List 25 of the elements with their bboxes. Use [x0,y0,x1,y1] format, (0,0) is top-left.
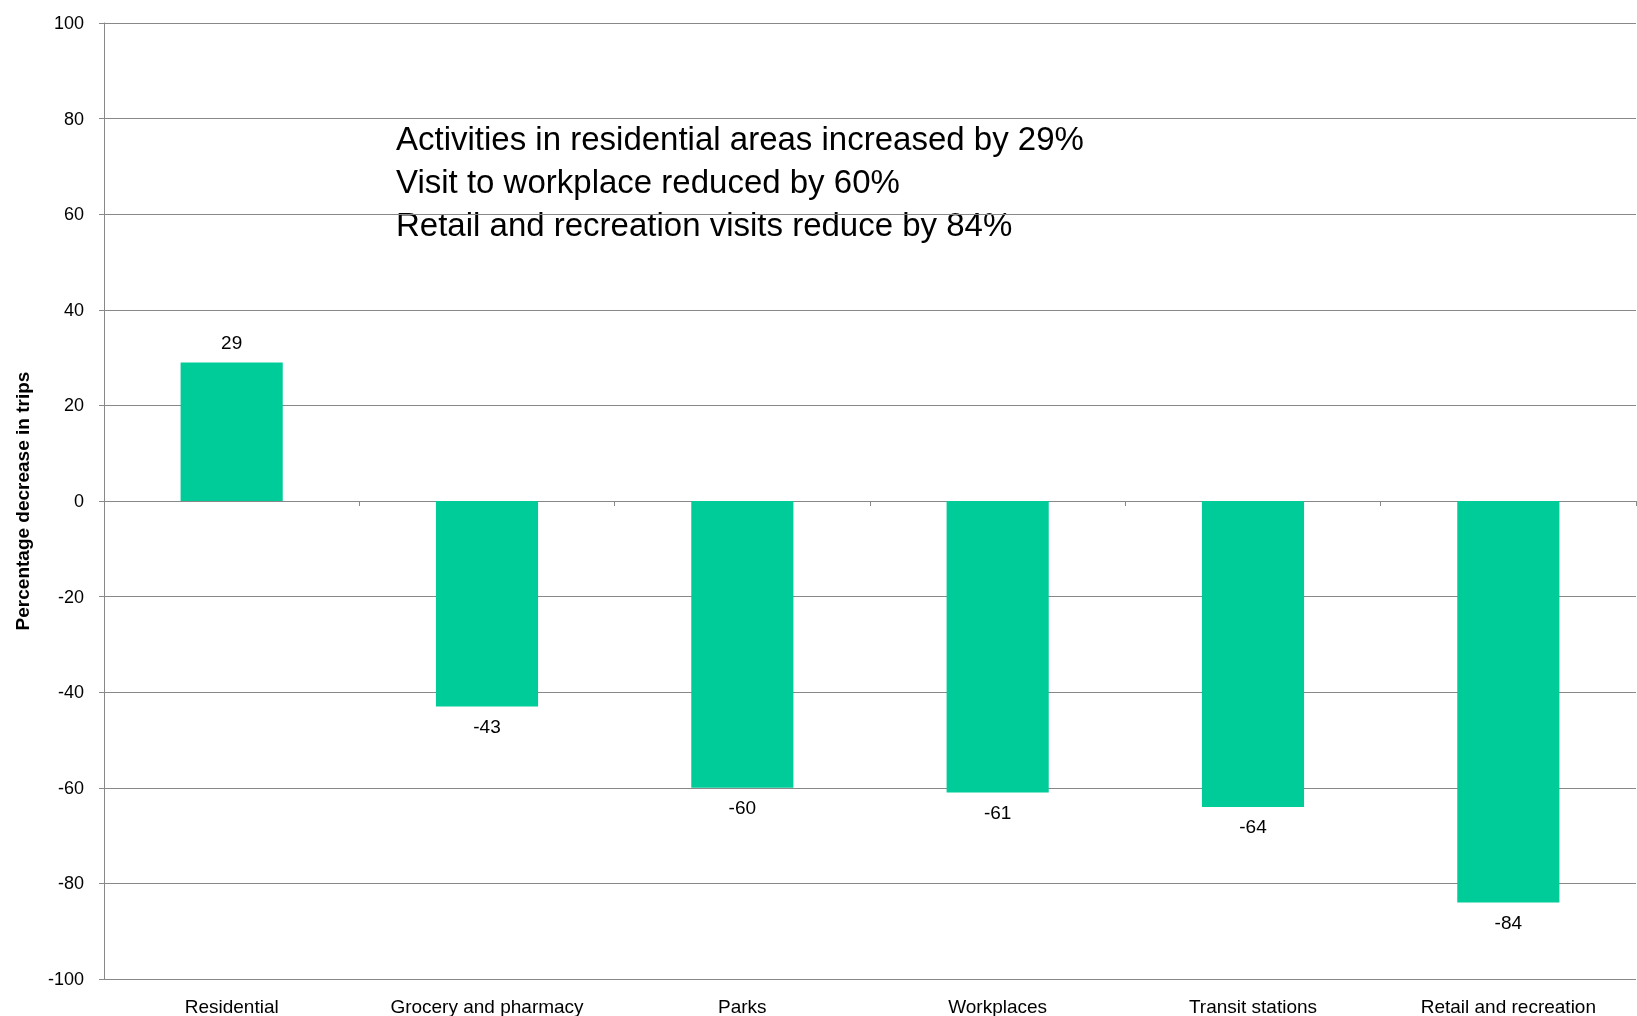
x-tick-label: Parks [718,996,767,1016]
y-tick-label: -60 [57,777,84,798]
data-label: -43 [473,715,501,737]
annotation: Retail and recreation visits reduce by 84% [396,206,1013,243]
y-tick-label: -80 [57,873,84,894]
annotation: Visit to workplace reduced by 60% [396,163,900,200]
x-tick-label: Transit stations [1188,996,1318,1016]
data-label: -84 [1494,911,1523,933]
data-label: -64 [1239,815,1268,837]
y-tick-label: 100 [53,13,84,33]
y-tick-label: 40 [63,299,84,320]
annotation: Activities in residential areas increased by 29% [396,120,1084,157]
y-tick-label: -40 [57,682,84,703]
y-tick-label: 80 [63,108,84,129]
y-tick-label: 20 [63,395,84,416]
y-axis-title: Percentage decrease in trips [12,371,33,631]
x-tick-label: Residential [184,996,279,1016]
y-tick-label: -100 [47,969,84,989]
data-label: -61 [983,801,1012,823]
y-tick-label: -20 [57,586,84,607]
x-tick-label: Retail and recreation [1420,996,1596,1016]
y-tick-label: 0 [73,491,84,511]
data-label: 29 [221,332,243,354]
data-label: -60 [728,796,757,818]
y-tick-label: 60 [63,204,84,225]
